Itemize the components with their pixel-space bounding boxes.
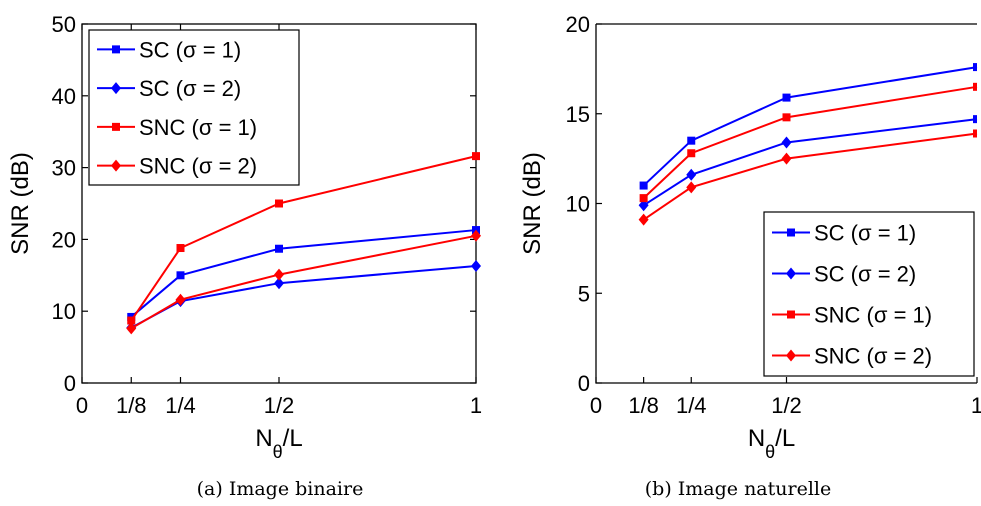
data-point <box>126 322 137 335</box>
series-line <box>130 155 477 322</box>
legend: SC (σ = 1) SC (σ = 2) SNC (σ = 1) SNC (σ = … <box>763 211 975 377</box>
data-point <box>639 194 648 203</box>
legend-marker <box>112 122 120 131</box>
chart-b: 0 5 10 15 20 0 1/8 1/4 1/2 1 SNR (dB) Nθ/L SC (σ = 1… <box>519 12 981 500</box>
legend-box <box>88 29 300 186</box>
data-point <box>782 113 791 122</box>
legend-marker <box>786 267 796 280</box>
x-axis-label-sub: θ <box>273 442 283 462</box>
x-axis-label-main: N <box>748 425 765 452</box>
x-tick-label: 1/4 <box>165 393 196 418</box>
y-axis-label: SNR (dB) <box>519 152 546 255</box>
y-tick-label: 0 <box>578 371 590 396</box>
series-2 <box>127 152 480 325</box>
x-axis-label-sub: θ <box>765 442 775 462</box>
data-point <box>781 136 792 149</box>
legend-label: SNC (σ = 2) <box>814 344 932 369</box>
series-3 <box>638 129 978 226</box>
data-point <box>687 149 696 158</box>
y-tick-label: 30 <box>52 156 76 181</box>
y-tick-label: 10 <box>52 299 76 324</box>
data-point <box>638 213 649 226</box>
y-tick-label: 0 <box>64 371 76 396</box>
legend-marker <box>111 159 121 172</box>
x-tick-label: 1/8 <box>628 393 659 418</box>
data-point <box>782 93 791 102</box>
x-tick-label: 1/4 <box>676 393 707 418</box>
data-point <box>973 115 977 124</box>
x-tick-label: 1 <box>470 393 482 418</box>
x-tick-label: 1/2 <box>771 393 802 418</box>
series-line <box>130 229 477 318</box>
data-point <box>973 63 977 72</box>
data-point <box>176 244 185 253</box>
chart-a: 0 10 20 30 40 50 0 1/8 1/4 1/2 1 SNR (dB) Nθ/L SC (σ … <box>7 12 482 500</box>
data-point <box>687 136 696 145</box>
legend-marker <box>787 310 795 319</box>
legend-label: SNC (σ = 2) <box>139 154 257 179</box>
series-3 <box>126 229 481 335</box>
x-tick-label: 1/8 <box>116 393 147 418</box>
data-point <box>471 229 481 242</box>
legend-label: SC (σ = 2) <box>139 76 241 101</box>
legend-marker <box>787 228 795 237</box>
x-axis-label-main: N <box>255 425 272 452</box>
data-point <box>638 199 649 212</box>
data-point <box>275 199 283 208</box>
legend-label: SC (σ = 1) <box>139 37 241 62</box>
legend-label: SNC (σ = 1) <box>814 303 932 328</box>
y-tick-label: 5 <box>578 281 590 306</box>
legend-label: SC (σ = 1) <box>814 221 916 246</box>
y-tick-label: 20 <box>566 12 590 37</box>
series-line <box>130 234 477 330</box>
data-point <box>781 152 792 165</box>
legend-marker <box>112 45 120 54</box>
series-0 <box>639 63 978 190</box>
x-tick-label: 0 <box>76 393 88 418</box>
data-point <box>274 268 284 281</box>
y-tick-label: 15 <box>566 102 590 127</box>
data-point <box>175 293 186 306</box>
y-tick-label: 40 <box>52 84 76 109</box>
series-line <box>642 85 978 199</box>
data-point <box>176 271 185 280</box>
x-tick-label: 1/2 <box>264 393 295 418</box>
x-tick-label: 0 <box>590 393 602 418</box>
data-point <box>973 129 977 138</box>
data-point <box>639 181 648 190</box>
data-point <box>127 316 136 325</box>
y-axis-label: SNR (dB) <box>7 152 34 255</box>
data-point <box>472 152 480 161</box>
x-axis-label: Nθ/L <box>748 425 795 462</box>
legend-marker <box>111 82 121 95</box>
series-line <box>643 132 978 221</box>
legend: SC (σ = 1) SC (σ = 2) SNC (σ = 1) SNC (σ = … <box>88 29 300 186</box>
data-point <box>686 168 697 181</box>
y-tick-label: 20 <box>52 227 76 252</box>
data-point <box>686 181 697 194</box>
series-1 <box>638 115 978 212</box>
series-line <box>642 66 978 187</box>
legend-box <box>763 211 975 377</box>
x-axis-label-tail: /L <box>775 425 795 452</box>
chart-caption: (b) Image naturelle <box>645 478 831 500</box>
y-tick-label: 10 <box>566 192 590 217</box>
x-axis-label-tail: /L <box>283 425 303 452</box>
legend-label: SNC (σ = 1) <box>139 115 257 140</box>
data-point <box>973 82 977 91</box>
legend-marker <box>786 349 796 362</box>
x-axis-label: Nθ/L <box>255 425 302 462</box>
x-tick-label: 1 <box>971 393 981 418</box>
data-point <box>275 244 283 253</box>
y-tick-label: 50 <box>52 12 76 37</box>
series-2 <box>639 82 978 203</box>
legend-label: SC (σ = 2) <box>814 262 916 287</box>
chart-caption: (a) Image binaire <box>197 478 364 500</box>
data-point <box>274 277 284 290</box>
series-line <box>643 118 978 207</box>
data-point <box>471 259 481 272</box>
